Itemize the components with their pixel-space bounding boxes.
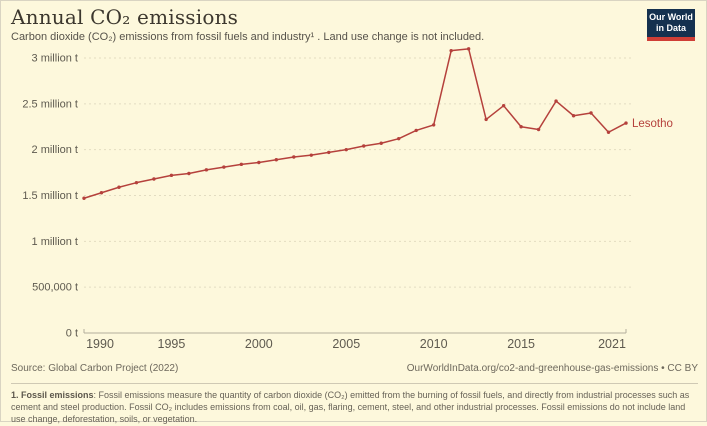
footnote-lead: 1. Fossil emissions [11, 390, 94, 400]
data-point[interactable] [484, 117, 488, 122]
x-tick-label: 2021 [598, 337, 626, 351]
data-point[interactable] [169, 173, 174, 178]
y-tick-label: 2 million t [32, 144, 78, 156]
y-tick-label: 0 t [66, 328, 78, 340]
x-tick-label: 2000 [245, 337, 273, 351]
footnote: 1. Fossil emissions: Fossil emissions me… [11, 389, 701, 426]
data-point[interactable] [589, 111, 593, 115]
data-point[interactable] [379, 141, 383, 145]
data-point[interactable] [624, 121, 628, 125]
page-title: Annual CO₂ emissions [11, 5, 239, 29]
data-point[interactable] [519, 125, 523, 129]
x-tick-label: 2010 [420, 337, 448, 351]
y-tick-label: 1 million t [32, 236, 78, 248]
source-row: Source: Global Carbon Project (2022) Our… [11, 363, 698, 374]
series-end-label[interactable]: Lesotho [632, 118, 673, 130]
data-point[interactable] [99, 191, 104, 195]
data-point[interactable] [239, 162, 244, 167]
data-point[interactable] [327, 150, 331, 155]
y-tick-label: 3 million t [32, 53, 78, 65]
data-point[interactable] [362, 144, 366, 148]
data-point[interactable] [187, 171, 191, 176]
x-tick-label: 1990 [86, 337, 114, 351]
data-point[interactable] [449, 48, 453, 53]
data-point[interactable] [501, 103, 506, 108]
owid-logo-line1: Our World [649, 12, 693, 22]
data-point[interactable] [309, 153, 313, 157]
data-point[interactable] [152, 177, 156, 181]
data-point[interactable] [274, 158, 279, 162]
chart-subtitle: Carbon dioxide (CO₂) emissions from foss… [11, 31, 485, 43]
data-point[interactable] [431, 123, 436, 127]
owid-logo-line2: in Data [655, 23, 686, 34]
footnote-rest: : Fossil emissions measure the quantity … [11, 390, 690, 425]
data-point[interactable] [554, 99, 558, 103]
y-tick-label: 500,000 t [32, 282, 78, 294]
owid-logo[interactable]: Our World in Data [647, 9, 695, 41]
x-tick-label: 2005 [332, 337, 360, 351]
data-point[interactable] [397, 136, 401, 141]
data-point[interactable] [606, 130, 611, 134]
x-tick-label: 1995 [158, 337, 186, 351]
data-point[interactable] [536, 127, 541, 132]
footer-divider [11, 383, 698, 384]
data-point[interactable] [134, 180, 139, 185]
data-point[interactable] [117, 185, 121, 189]
license-link[interactable]: OurWorldInData.org/co2-and-greenhouse-ga… [406, 363, 698, 374]
data-point[interactable] [82, 196, 86, 200]
source-text: Source: Global Carbon Project (2022) [11, 363, 179, 374]
data-point[interactable] [292, 155, 296, 159]
data-point[interactable] [571, 114, 576, 118]
data-point[interactable] [257, 160, 261, 165]
y-tick-label: 1.5 million t [22, 190, 78, 202]
data-point[interactable] [466, 47, 471, 51]
data-point[interactable] [204, 168, 209, 172]
data-point[interactable] [414, 128, 418, 133]
data-point[interactable] [222, 165, 226, 169]
x-tick-label: 2015 [507, 337, 535, 351]
y-tick-label: 2.5 million t [22, 98, 78, 110]
series-line-lesotho[interactable] [83, 48, 627, 199]
data-point[interactable] [344, 147, 348, 152]
